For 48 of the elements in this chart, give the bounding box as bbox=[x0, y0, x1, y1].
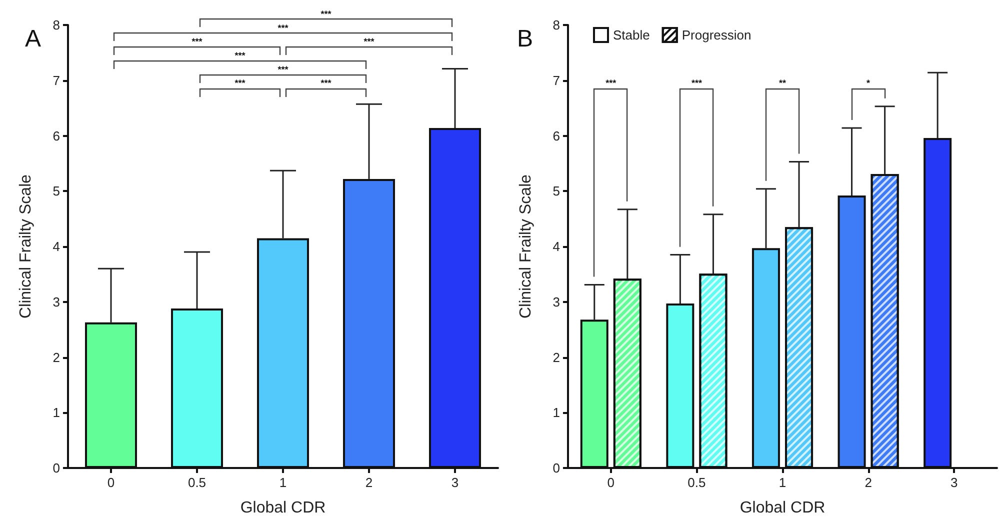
y-tick-label: 3 bbox=[552, 294, 560, 310]
y-tick-label: 6 bbox=[52, 128, 60, 144]
y-tick-label: 8 bbox=[52, 18, 60, 32]
y-tick-label: 4 bbox=[52, 239, 60, 254]
y-tick-label: 0 bbox=[52, 460, 60, 476]
x-tick-label: 0 bbox=[607, 475, 615, 490]
y-tick-label: 0 bbox=[552, 460, 560, 476]
annotation: *** bbox=[278, 64, 289, 74]
y-tick-label: 7 bbox=[552, 72, 560, 88]
y-tick-label: 5 bbox=[52, 184, 60, 199]
x-tick-label: 1 bbox=[279, 475, 287, 490]
x-tick-label: 0.5 bbox=[188, 475, 206, 490]
annotation: *** bbox=[278, 22, 289, 33]
y-tick-label: 8 bbox=[552, 18, 560, 32]
y-tick-label: 6 bbox=[552, 128, 560, 144]
x-tick-label: 1 bbox=[778, 475, 786, 490]
annotation: *** bbox=[234, 78, 246, 88]
y-axis-title: Clinical Frailty Scale bbox=[18, 174, 34, 319]
annotation: *** bbox=[691, 78, 702, 88]
x-tick-label: 2 bbox=[365, 475, 373, 490]
chart-title: A bbox=[25, 26, 42, 52]
y-tick-label: 5 bbox=[552, 184, 560, 199]
annotation: *** bbox=[320, 78, 332, 88]
x-tick-label: 0.5 bbox=[688, 475, 706, 490]
annotation: * bbox=[866, 78, 871, 88]
y-tick-label: 7 bbox=[52, 72, 60, 88]
text: *** bbox=[320, 8, 332, 19]
y-tick-label: 1 bbox=[552, 405, 560, 420]
legend-label: Stable bbox=[613, 28, 650, 42]
x-axis-title: Global CDR bbox=[240, 500, 326, 516]
y-tick-label: 3 bbox=[52, 294, 60, 310]
y-tick-label: 2 bbox=[552, 350, 560, 365]
chart-title: B bbox=[517, 26, 534, 52]
annotation: *** bbox=[192, 36, 203, 47]
legend-label: Progression bbox=[682, 28, 752, 42]
annotation: *** bbox=[606, 78, 617, 88]
annotation: *** bbox=[364, 36, 375, 47]
y-tick-label: 2 bbox=[52, 350, 60, 365]
x-tick-label: 2 bbox=[864, 475, 872, 490]
y-tick-label: 1 bbox=[52, 405, 60, 420]
x-tick-label: 0 bbox=[107, 475, 115, 490]
annotation: ** bbox=[778, 78, 786, 88]
y-axis-title: Clinical Frailty Scale bbox=[518, 174, 534, 319]
x-axis-title: Global CDR bbox=[740, 500, 826, 516]
x-tick-label: 3 bbox=[950, 475, 958, 490]
annotation: *** bbox=[234, 50, 246, 60]
y-tick-label: 4 bbox=[552, 239, 560, 254]
x-tick-label: 3 bbox=[451, 475, 459, 490]
